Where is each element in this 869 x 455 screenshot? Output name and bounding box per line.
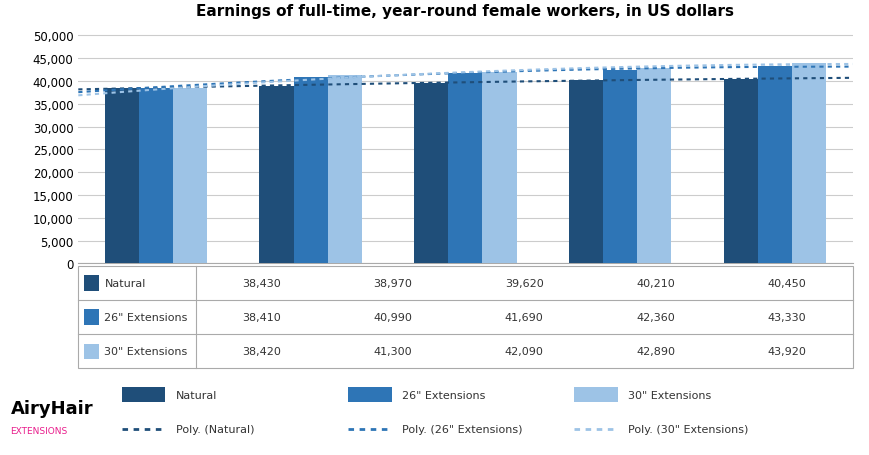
Bar xyxy=(792,64,826,264)
Text: 38,970: 38,970 xyxy=(373,278,412,288)
Text: 40,210: 40,210 xyxy=(635,278,674,288)
Bar xyxy=(104,89,138,264)
Bar xyxy=(83,344,99,359)
Text: 42,090: 42,090 xyxy=(504,347,543,356)
Bar xyxy=(83,276,99,291)
Text: 40,450: 40,450 xyxy=(766,278,806,288)
Text: Poly. (26" Extensions): Poly. (26" Extensions) xyxy=(401,424,522,434)
Text: 40,990: 40,990 xyxy=(373,313,412,322)
Text: 38,430: 38,430 xyxy=(242,278,281,288)
Text: 42,890: 42,890 xyxy=(635,347,674,356)
Text: 38,410: 38,410 xyxy=(242,313,281,322)
Bar xyxy=(83,310,99,325)
Bar xyxy=(78,266,852,369)
Bar xyxy=(574,387,617,402)
Text: Poly. (30" Extensions): Poly. (30" Extensions) xyxy=(627,424,747,434)
Title: Earnings of full-time, year-round female workers, in US dollars: Earnings of full-time, year-round female… xyxy=(196,4,733,19)
Bar xyxy=(482,72,516,264)
Bar xyxy=(414,84,448,264)
Text: Poly. (Natural): Poly. (Natural) xyxy=(176,424,254,434)
Bar xyxy=(122,387,165,402)
Text: AiryHair: AiryHair xyxy=(10,399,93,417)
Text: 43,920: 43,920 xyxy=(766,347,806,356)
Text: 30" Extensions: 30" Extensions xyxy=(627,390,711,399)
Bar xyxy=(448,74,482,264)
Text: 43,330: 43,330 xyxy=(766,313,806,322)
Text: EXTENSIONS: EXTENSIONS xyxy=(10,426,68,435)
Bar xyxy=(602,71,637,264)
Text: Natural: Natural xyxy=(176,390,217,399)
Text: 41,300: 41,300 xyxy=(373,347,412,356)
Bar xyxy=(328,76,362,264)
Text: 26" Extensions: 26" Extensions xyxy=(104,313,188,322)
Bar xyxy=(173,89,207,264)
Bar xyxy=(259,86,293,264)
Text: 30" Extensions: 30" Extensions xyxy=(104,347,188,356)
Text: 39,620: 39,620 xyxy=(504,278,543,288)
Bar xyxy=(348,387,391,402)
Text: 42,360: 42,360 xyxy=(635,313,674,322)
Text: Natural: Natural xyxy=(104,278,146,288)
Bar xyxy=(637,69,671,264)
Bar xyxy=(757,67,792,264)
Text: 38,420: 38,420 xyxy=(242,347,281,356)
Bar xyxy=(138,89,173,264)
Text: 41,690: 41,690 xyxy=(504,313,543,322)
Text: 26" Extensions: 26" Extensions xyxy=(401,390,485,399)
Bar xyxy=(293,77,328,264)
Bar xyxy=(723,80,757,264)
Bar xyxy=(568,81,602,264)
